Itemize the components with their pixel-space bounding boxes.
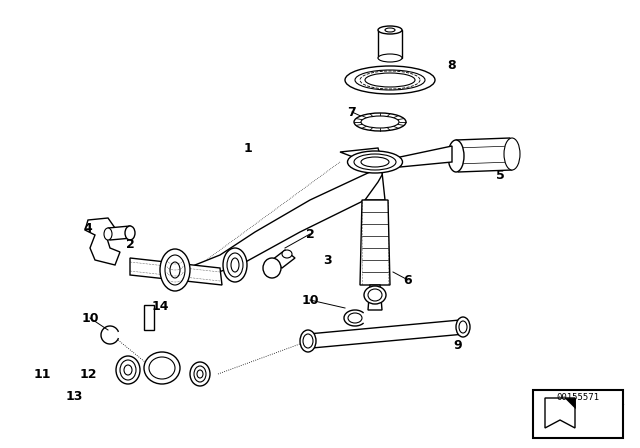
Ellipse shape xyxy=(223,248,247,282)
Polygon shape xyxy=(545,398,575,428)
Ellipse shape xyxy=(459,321,467,333)
Ellipse shape xyxy=(504,138,520,170)
Polygon shape xyxy=(456,138,512,172)
Text: 14: 14 xyxy=(151,300,169,313)
Ellipse shape xyxy=(378,54,402,62)
Polygon shape xyxy=(108,226,132,240)
Ellipse shape xyxy=(170,262,180,278)
Ellipse shape xyxy=(354,154,396,170)
Ellipse shape xyxy=(194,366,206,382)
Ellipse shape xyxy=(120,360,136,380)
Ellipse shape xyxy=(197,370,203,378)
Polygon shape xyxy=(85,218,120,265)
Text: 10: 10 xyxy=(81,311,99,324)
Text: 2: 2 xyxy=(125,237,134,250)
Text: 5: 5 xyxy=(495,168,504,181)
Ellipse shape xyxy=(354,113,406,131)
Ellipse shape xyxy=(448,140,464,172)
Ellipse shape xyxy=(263,258,281,278)
Ellipse shape xyxy=(227,253,243,277)
Text: 3: 3 xyxy=(324,254,332,267)
Ellipse shape xyxy=(190,362,210,386)
Ellipse shape xyxy=(368,289,382,301)
Ellipse shape xyxy=(125,226,135,240)
Text: 8: 8 xyxy=(448,59,456,72)
Ellipse shape xyxy=(456,317,470,337)
Text: 2: 2 xyxy=(306,228,314,241)
Polygon shape xyxy=(272,250,295,268)
Text: 1: 1 xyxy=(244,142,252,155)
Polygon shape xyxy=(400,146,452,167)
Polygon shape xyxy=(565,398,575,408)
Polygon shape xyxy=(308,320,465,348)
Text: 10: 10 xyxy=(301,293,319,306)
Polygon shape xyxy=(368,285,382,310)
Polygon shape xyxy=(130,258,222,285)
Text: 12: 12 xyxy=(79,367,97,380)
Ellipse shape xyxy=(345,66,435,94)
Ellipse shape xyxy=(385,28,395,32)
Ellipse shape xyxy=(124,365,132,375)
Ellipse shape xyxy=(149,357,175,379)
Text: 6: 6 xyxy=(404,273,412,287)
Ellipse shape xyxy=(104,228,112,240)
Text: 00155571: 00155571 xyxy=(557,392,600,401)
Text: 7: 7 xyxy=(348,105,356,119)
Text: 4: 4 xyxy=(84,221,92,234)
Ellipse shape xyxy=(300,330,316,352)
Ellipse shape xyxy=(361,157,389,167)
Ellipse shape xyxy=(231,258,239,272)
Text: 9: 9 xyxy=(454,339,462,352)
Polygon shape xyxy=(144,305,154,330)
Ellipse shape xyxy=(160,249,190,291)
Ellipse shape xyxy=(282,250,292,258)
Text: 11: 11 xyxy=(33,367,51,380)
Ellipse shape xyxy=(378,26,402,34)
Polygon shape xyxy=(185,148,382,278)
Ellipse shape xyxy=(116,356,140,384)
Ellipse shape xyxy=(365,73,415,87)
Text: 13: 13 xyxy=(65,389,83,402)
Ellipse shape xyxy=(361,116,399,128)
Polygon shape xyxy=(378,30,402,58)
Ellipse shape xyxy=(303,334,313,348)
Ellipse shape xyxy=(144,352,180,384)
Ellipse shape xyxy=(348,313,362,323)
FancyBboxPatch shape xyxy=(533,390,623,438)
Polygon shape xyxy=(360,200,390,285)
Ellipse shape xyxy=(348,151,403,173)
Ellipse shape xyxy=(355,70,425,90)
Ellipse shape xyxy=(364,286,386,304)
Ellipse shape xyxy=(165,255,185,285)
Polygon shape xyxy=(365,172,385,200)
